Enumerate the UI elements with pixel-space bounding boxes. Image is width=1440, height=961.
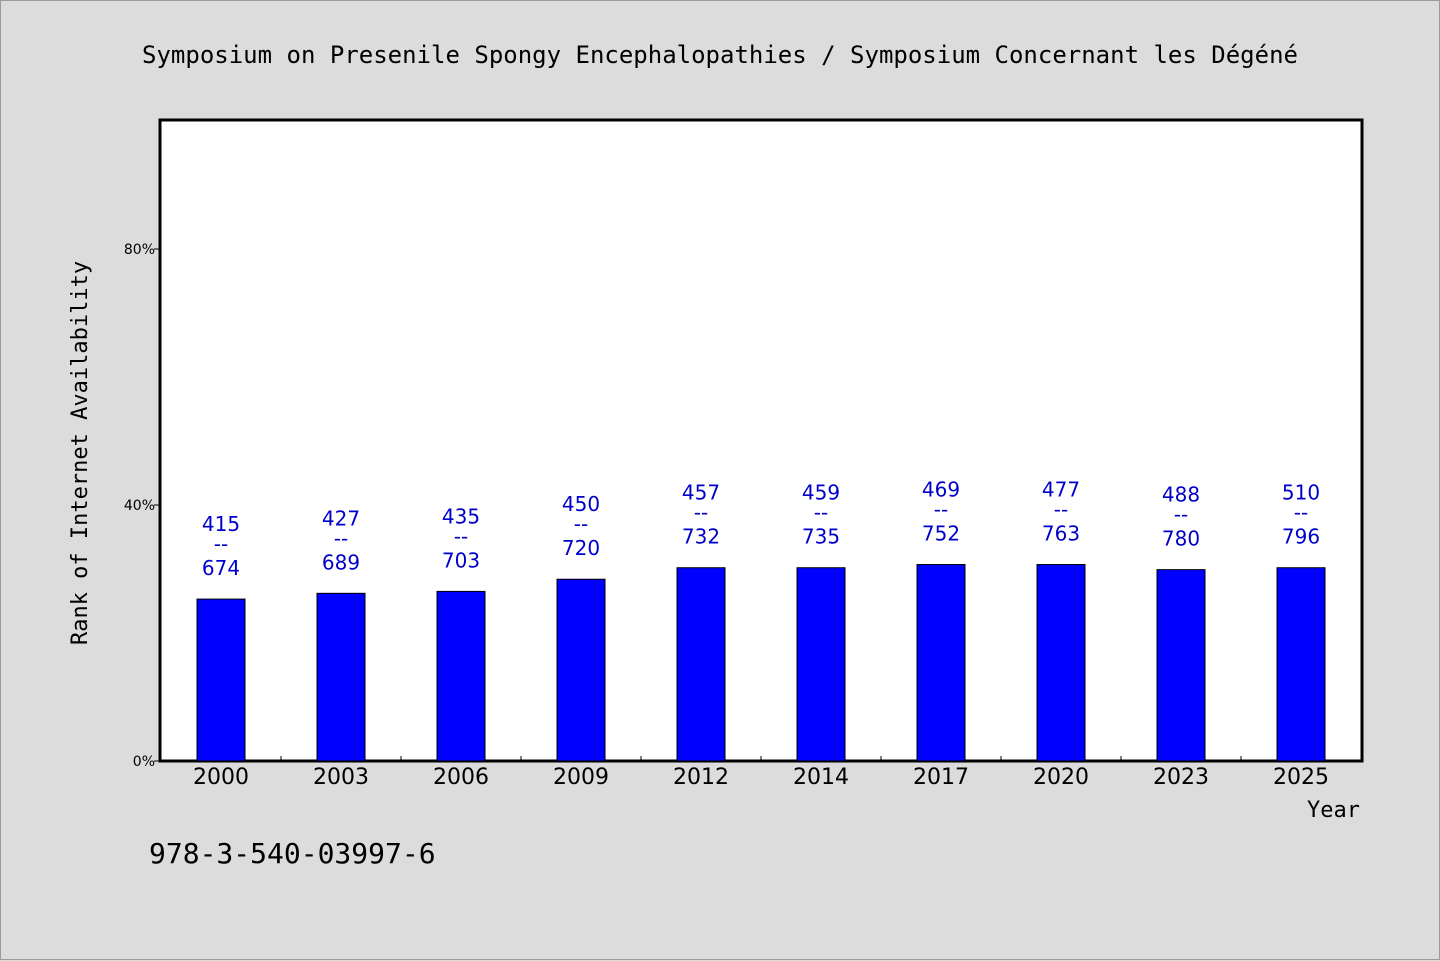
data-label-separator: -- — [934, 498, 948, 522]
bar — [556, 578, 606, 762]
x-tick-label: 2014 — [793, 765, 849, 790]
x-tick-label: 2017 — [913, 765, 969, 790]
y-tick-label: 0% — [133, 754, 155, 770]
x-tick-label: 2020 — [1033, 765, 1089, 790]
y-tick-label: 40% — [124, 498, 155, 514]
data-label-separator: -- — [814, 501, 828, 525]
data-label-top: 477 — [1042, 478, 1080, 502]
x-tick-label: 2006 — [433, 765, 489, 790]
bar — [676, 567, 726, 762]
bar — [1036, 564, 1086, 762]
data-label-bottom: 689 — [322, 550, 360, 574]
data-label-top: 435 — [442, 504, 480, 528]
bar — [196, 598, 246, 762]
data-label-bottom: 763 — [1042, 522, 1080, 546]
bar — [1276, 567, 1326, 762]
data-label-separator: -- — [1054, 498, 1068, 522]
chart-title: Symposium on Presenile Spongy Encephalop… — [142, 41, 1298, 69]
data-label-bottom: 674 — [202, 556, 240, 580]
x-axis-ticks: 2000 2003 2006 2009 2012 2014 2017 2020 2023 2025 — [193, 756, 1329, 790]
data-label-bottom: 703 — [442, 548, 480, 572]
data-label-separator: -- — [334, 526, 348, 550]
x-tick-label: 2009 — [553, 765, 609, 790]
y-axis-title: Rank of Internet Availability — [68, 261, 93, 645]
bar — [796, 567, 846, 762]
y-axis-ticks: 0% 40% 80% — [124, 242, 161, 770]
data-label-bottom: 752 — [922, 522, 960, 546]
data-label-bottom: 735 — [802, 525, 840, 549]
data-label-top: 510 — [1282, 481, 1320, 505]
bar — [316, 592, 366, 762]
data-label-separator: -- — [214, 532, 228, 556]
data-label-top: 457 — [682, 481, 720, 505]
data-label-top: 415 — [202, 512, 240, 536]
data-label-top: 469 — [922, 478, 960, 502]
data-label-bottom: 780 — [1162, 527, 1200, 551]
data-label-top: 427 — [322, 506, 360, 530]
data-label-separator: -- — [1294, 501, 1308, 525]
x-tick-label: 2003 — [313, 765, 369, 790]
data-label-bottom: 732 — [682, 525, 720, 549]
data-label-separator: -- — [1174, 503, 1188, 527]
bar — [1156, 569, 1206, 762]
x-tick-label: 2012 — [673, 765, 729, 790]
bar — [916, 564, 966, 762]
footer-code: 978-3-540-03997-6 — [149, 837, 436, 870]
bar — [436, 590, 486, 762]
data-label-top: 488 — [1162, 483, 1200, 507]
data-label-separator: -- — [694, 501, 708, 525]
x-tick-label: 2025 — [1273, 765, 1329, 790]
data-label-top: 459 — [802, 481, 840, 505]
x-tick-label: 2023 — [1153, 765, 1209, 790]
y-tick-label: 80% — [124, 242, 155, 258]
bar-series — [196, 564, 1326, 762]
data-label-separator: -- — [454, 524, 468, 548]
data-label-bottom: 720 — [562, 536, 600, 560]
data-labels: 415--674427--689435--703450--720457--732… — [202, 478, 1320, 581]
data-label-bottom: 796 — [1282, 525, 1320, 549]
x-tick-label: 2000 — [193, 765, 249, 790]
x-axis-title: Year — [1307, 798, 1360, 823]
data-label-separator: -- — [574, 512, 588, 536]
data-label-top: 450 — [562, 492, 600, 516]
